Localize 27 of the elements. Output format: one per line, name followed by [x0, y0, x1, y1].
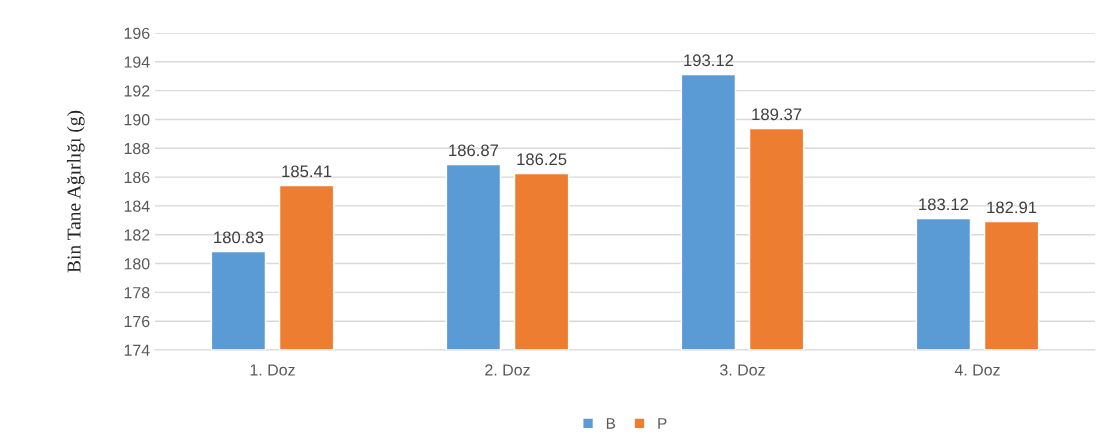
y-tick-label: 174: [124, 344, 150, 356]
y-tick-label: 176: [124, 315, 150, 328]
y-tick-label: 190: [124, 114, 150, 126]
x-tick-label: 3. Doz: [720, 364, 765, 376]
y-tick-label: 178: [124, 287, 150, 299]
y-tick-label: 196: [124, 27, 150, 39]
data-label: 183.12: [919, 198, 969, 211]
y-tick-label: 188: [124, 142, 150, 155]
data-label: 186.87: [449, 144, 499, 157]
legend-label: B: [606, 418, 616, 429]
y-tick-label: 194: [124, 56, 150, 68]
data-label: 182.91: [987, 201, 1037, 214]
x-tick-label: 1. Doz: [250, 364, 295, 376]
data-label: 185.41: [282, 165, 332, 178]
data-label: 193.12: [684, 54, 734, 67]
data-label: 189.37: [752, 108, 802, 121]
y-tick-label: 180: [124, 258, 150, 270]
x-tick-label: 2. Doz: [485, 364, 530, 376]
data-label: 180.83: [214, 231, 264, 244]
y-tick-label: 182: [124, 229, 150, 241]
legend-label: P: [658, 418, 667, 429]
y-tick-label: 192: [124, 85, 150, 97]
data-label: 186.25: [517, 153, 567, 166]
y-axis-title: Bin Tane Ağırlığı (g): [66, 110, 85, 273]
y-tick-label: 186: [124, 171, 150, 184]
y-tick-label: 184: [124, 200, 150, 212]
x-tick-label: 4. Doz: [954, 364, 1000, 376]
